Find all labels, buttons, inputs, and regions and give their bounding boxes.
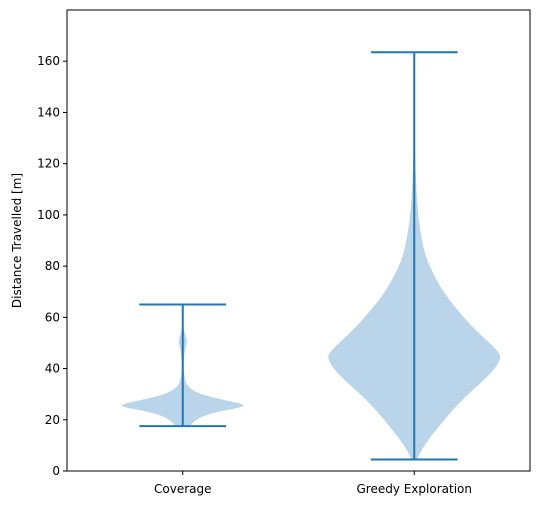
y-tick-label: 0: [52, 464, 60, 478]
y-tick-label: 40: [45, 362, 60, 376]
y-tick-label: 20: [45, 413, 60, 427]
plot-frame: [66, 9, 531, 472]
violins-layer: [122, 52, 501, 460]
violin-lines-layer: [139, 51, 458, 461]
y-tick-label: 140: [37, 105, 60, 119]
x-axis: Coverage Greedy Exploration: [154, 471, 472, 496]
y-tick-label: 100: [37, 208, 60, 222]
y-tick-label: 80: [45, 259, 60, 273]
y-axis-label: Distance Travelled [m]: [10, 173, 24, 308]
y-tick-label: 160: [37, 54, 60, 68]
y-tick-label: 60: [45, 310, 60, 324]
y-axis: 0 20 40 60 80 100 120 140 160: [37, 54, 67, 478]
x-tick-label: Greedy Exploration: [356, 482, 472, 496]
y-tick-label: 120: [37, 157, 60, 171]
x-tick-label: Coverage: [154, 482, 212, 496]
